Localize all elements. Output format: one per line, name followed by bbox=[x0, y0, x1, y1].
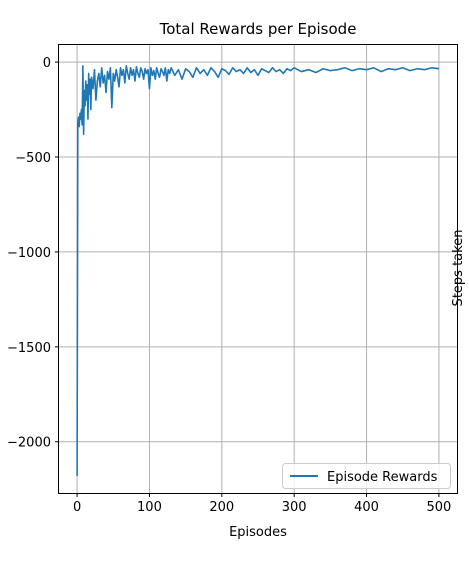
series-line-episode-rewards bbox=[76, 65, 440, 476]
chart-title: Total Rewards per Episode bbox=[159, 20, 357, 38]
y-tick-label: −1000 bbox=[7, 246, 51, 261]
x-tick-label: 200 bbox=[209, 500, 234, 515]
x-axis-label: Episodes bbox=[229, 525, 287, 540]
y-tick-label: −2000 bbox=[7, 436, 51, 451]
legend-box bbox=[282, 463, 451, 489]
grid bbox=[59, 45, 457, 493]
x-tick-label: 0 bbox=[73, 500, 81, 515]
y-tick-label: −500 bbox=[15, 151, 51, 166]
x-tick-label: 100 bbox=[137, 500, 162, 515]
plot-frame bbox=[58, 44, 458, 494]
legend: Episode Rewards bbox=[282, 463, 451, 489]
y-tick-label: 0 bbox=[43, 56, 51, 71]
series-layer bbox=[76, 65, 440, 476]
ticks: 0 100 200 300 400 500 0 −500 −1000 −1500 −2000 bbox=[7, 56, 451, 515]
y-axis-label: Steps taken bbox=[451, 230, 466, 307]
x-tick-label: 300 bbox=[282, 500, 307, 515]
x-tick-label: 400 bbox=[354, 500, 379, 515]
x-tick-label: 500 bbox=[426, 500, 451, 515]
y-tick-label: −1500 bbox=[7, 341, 51, 356]
legend-label: Episode Rewards bbox=[327, 470, 438, 485]
